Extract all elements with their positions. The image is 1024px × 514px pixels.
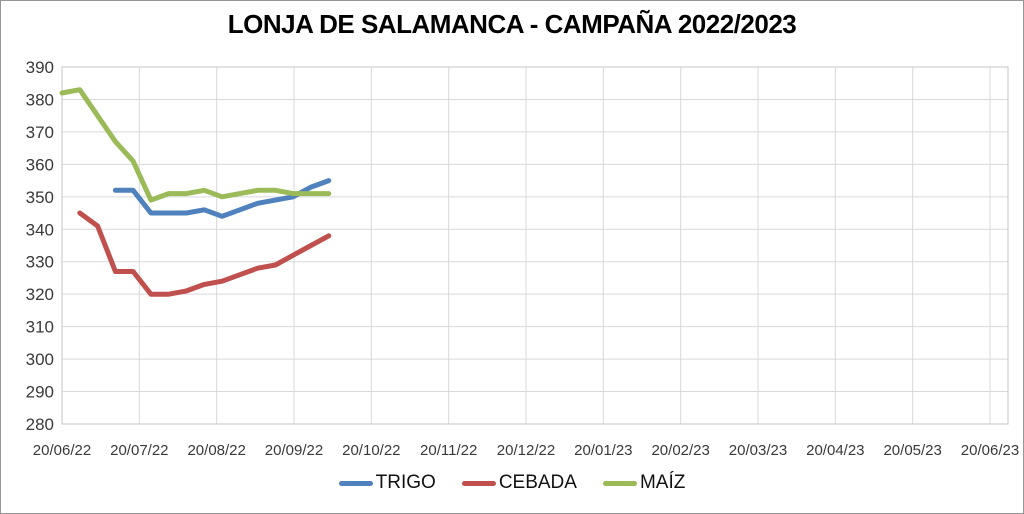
legend-item-trigo: TRIGO xyxy=(338,472,436,494)
x-tick-label: 20/11/22 xyxy=(420,442,477,459)
chart-title: LONJA DE SALAMANCA - CAMPAÑA 2022/2023 xyxy=(227,9,797,39)
y-tick-label: 390 xyxy=(26,58,54,77)
legend-item-cebada: CEBADA xyxy=(461,472,577,494)
series-line-maiz xyxy=(59,87,332,203)
legend-marker-cebada xyxy=(461,480,496,486)
legend: TRIGO CEBADA MAÍZ xyxy=(1,472,1023,494)
x-tick-label: 20/09/22 xyxy=(265,442,323,459)
x-tick-label: 20/03/23 xyxy=(729,442,787,459)
y-tick-label: 320 xyxy=(26,285,54,304)
y-tick-label: 350 xyxy=(26,188,54,207)
x-tick-label: 20/07/22 xyxy=(110,442,168,459)
y-tick-label: 380 xyxy=(26,90,54,109)
y-tick-label: 330 xyxy=(26,253,54,272)
legend-marker-trigo xyxy=(338,480,373,486)
y-tick-label: 290 xyxy=(26,383,54,402)
x-tick-label: 20/01/23 xyxy=(574,442,632,459)
x-tick-label: 20/05/23 xyxy=(883,442,941,459)
x-tick-label: 20/06/23 xyxy=(961,442,1019,459)
plot-border xyxy=(61,66,1009,425)
y-tick-label: 370 xyxy=(26,123,54,142)
x-tick-label: 20/02/23 xyxy=(651,442,709,459)
legend-item-maiz: MAÍZ xyxy=(602,472,686,494)
y-tick-label: 280 xyxy=(26,415,54,434)
y-tick-label: 310 xyxy=(26,318,54,337)
legend-label-trigo: TRIGO xyxy=(375,472,436,493)
x-tick-label: 20/08/22 xyxy=(187,442,245,459)
x-tick-label: 20/12/22 xyxy=(497,442,555,459)
legend-marker-maiz xyxy=(602,480,637,486)
series-line-trigo xyxy=(112,178,332,219)
legend-label-maiz: MAÍZ xyxy=(639,472,686,493)
legend-label-cebada: CEBADA xyxy=(498,472,577,493)
y-tick-label: 300 xyxy=(26,350,54,369)
y-tick-label: 360 xyxy=(26,155,54,174)
x-tick-label: 20/04/23 xyxy=(806,442,864,459)
x-tick-label: 20/10/22 xyxy=(342,442,400,459)
y-tick-label: 340 xyxy=(26,220,54,239)
series-line-cebada xyxy=(77,210,332,297)
x-tick-label: 20/06/22 xyxy=(33,442,91,459)
